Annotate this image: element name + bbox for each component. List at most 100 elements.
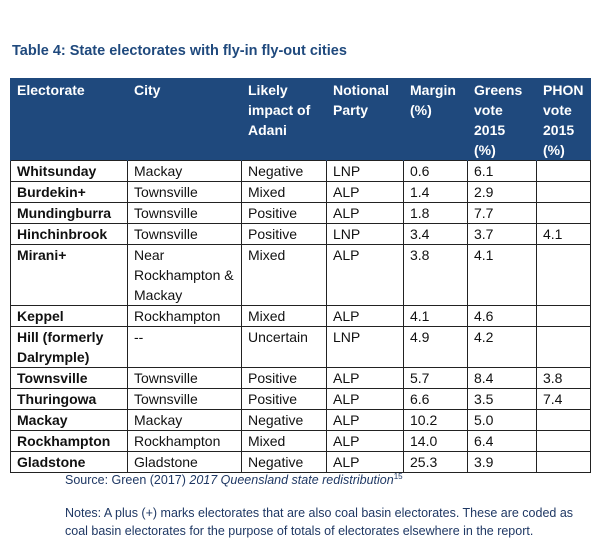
table-cell: Rockhampton	[127, 305, 242, 327]
table-row: Townsville Townsville Positive ALP 5.7 8.4 3.8	[10, 367, 591, 389]
table-cell: 10.2	[403, 409, 468, 431]
table-cell: 4.1	[536, 223, 591, 245]
table-cell: 3.7	[467, 223, 537, 245]
table-cell: Rockhampton	[127, 430, 242, 452]
electorate-cell: Rockhampton	[10, 430, 128, 452]
table-cell: 4.6	[467, 305, 537, 327]
table-cell: ALP	[326, 244, 404, 306]
table-cell	[536, 305, 591, 327]
table-cell: 6.6	[403, 388, 468, 410]
table-cell: ALP	[326, 181, 404, 203]
table-cell	[536, 202, 591, 224]
table-cell: 4.1	[403, 305, 468, 327]
header-cell: Electorate	[10, 78, 128, 161]
table-cell: Positive	[241, 388, 327, 410]
table-cell: LNP	[326, 223, 404, 245]
table-cell: Positive	[241, 202, 327, 224]
table-cell: Mixed	[241, 181, 327, 203]
table-cell: LNP	[326, 326, 404, 368]
table-cell: 4.2	[467, 326, 537, 368]
table-cell: Uncertain	[241, 326, 327, 368]
table-cell: ALP	[326, 451, 404, 473]
header-cell: PHON vote 2015 (%)	[536, 78, 591, 161]
table-cell: Townsville	[127, 202, 242, 224]
table-cell	[536, 244, 591, 306]
electorate-cell: Mackay	[10, 409, 128, 431]
table-cell: ALP	[326, 409, 404, 431]
table-row: Hinchinbrook Townsville Positive LNP 3.4 3.7 4…	[10, 223, 591, 245]
electorate-cell: Mirani+	[10, 244, 128, 306]
table-cell: 5.0	[467, 409, 537, 431]
source: Source: Green (2017) 2017 Queensland sta…	[65, 472, 403, 487]
electorate-cell: Mundingburra	[10, 202, 128, 224]
electorates-table: Electorate City Likely impact of Adani Noti…	[10, 78, 591, 473]
electorate-cell: Gladstone	[10, 451, 128, 473]
table-row: Mirani+ Near Rockhampton & Mackay Mixed ALP…	[10, 244, 591, 306]
notes: Notes: A plus (+) marks electorates that…	[65, 506, 574, 538]
table-cell: Mixed	[241, 305, 327, 327]
table-cell: Mackay	[127, 409, 242, 431]
electorate-cell: Thuringowa	[10, 388, 128, 410]
table-cell: 3.8	[403, 244, 468, 306]
table-cell: ALP	[326, 430, 404, 452]
header-cell: City	[127, 78, 242, 161]
table-cell: Mackay	[127, 160, 242, 182]
header-cell: Greens vote 2015 (%)	[467, 78, 537, 161]
table-row: Thuringowa Townsville Positive ALP 6.6 3.5 7.4	[10, 388, 591, 410]
table-cell: Townsville	[127, 367, 242, 389]
table-cell: 8.4	[467, 367, 537, 389]
table-cell: 3.4	[403, 223, 468, 245]
table-cell: Positive	[241, 223, 327, 245]
table-cell: 4.9	[403, 326, 468, 368]
table-cell: 1.8	[403, 202, 468, 224]
electorate-cell: Keppel	[10, 305, 128, 327]
source-title: 2017 Queensland state redistribution	[189, 473, 394, 488]
table-cell: 3.9	[467, 451, 537, 473]
electorate-cell: Hinchinbrook	[10, 223, 128, 245]
table-cell	[536, 160, 591, 182]
table-cell: Negative	[241, 160, 327, 182]
table-cell	[536, 326, 591, 368]
table-cell: 1.4	[403, 181, 468, 203]
table-row: Whitsunday Mackay Negative LNP 0.6 6.1	[10, 160, 591, 182]
table-title: Table 4: State electorates with fly-in f…	[12, 43, 347, 59]
electorate-cell: Hill (formerly Dalrymple)	[10, 326, 128, 368]
table-row: Burdekin+ Townsville Mixed ALP 1.4 2.9	[10, 181, 591, 203]
header-row: Electorate City Likely impact of Adani Noti…	[10, 78, 591, 161]
table-cell: Townsville	[127, 181, 242, 203]
electorate-cell: Burdekin+	[10, 181, 128, 203]
table-cell: Negative	[241, 409, 327, 431]
table-cell: Mixed	[241, 430, 327, 452]
table-row: Gladstone Gladstone Negative ALP 25.3 3.9	[10, 451, 591, 473]
table-cell: 3.5	[467, 388, 537, 410]
table-cell: ALP	[326, 367, 404, 389]
table-cell: Gladstone	[127, 451, 242, 473]
electorate-cell: Townsville	[10, 367, 128, 389]
table-row: Mackay Mackay Negative ALP 10.2 5.0	[10, 409, 591, 431]
table-cell: 14.0	[403, 430, 468, 452]
electorate-cell: Whitsunday	[10, 160, 128, 182]
table-cell: Positive	[241, 367, 327, 389]
table-cell: 25.3	[403, 451, 468, 473]
table-cell: ALP	[326, 305, 404, 327]
table-cell: 6.4	[467, 430, 537, 452]
header-cell: Notional Party	[326, 78, 404, 161]
table-cell: 7.4	[536, 388, 591, 410]
table-row: Hill (formerly Dalrymple) -- Uncertain LNP 4…	[10, 326, 591, 368]
table-cell: 2.9	[467, 181, 537, 203]
table-cell: 0.6	[403, 160, 468, 182]
footnote-ref: 15	[393, 472, 403, 481]
table-row: Keppel Rockhampton Mixed ALP 4.1 4.6	[10, 305, 591, 327]
source-text: Source: Green (2017)	[65, 473, 186, 488]
table-cell: ALP	[326, 202, 404, 224]
table-cell	[536, 409, 591, 431]
table-cell: Negative	[241, 451, 327, 473]
table-cell: 6.1	[467, 160, 537, 182]
table-cell: Near Rockhampton & Mackay	[127, 244, 242, 306]
table-cell: ALP	[326, 388, 404, 410]
table-cell: 5.7	[403, 367, 468, 389]
table-row: Rockhampton Rockhampton Mixed ALP 14.0 6.4	[10, 430, 591, 452]
table-cell: Townsville	[127, 388, 242, 410]
table-cell: Mixed	[241, 244, 327, 306]
